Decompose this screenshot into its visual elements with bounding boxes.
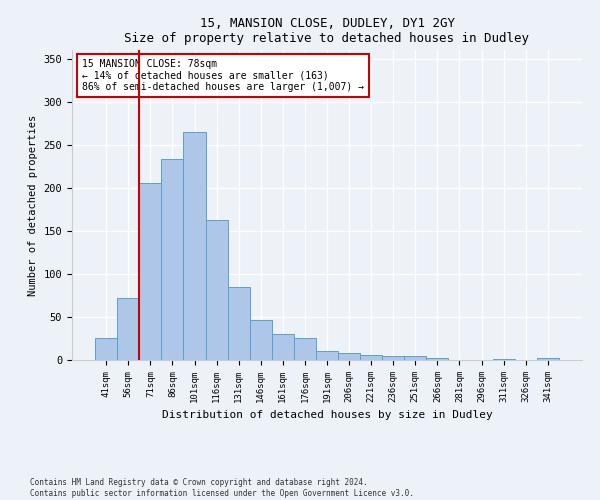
Bar bbox=[117, 298, 139, 360]
Bar bbox=[250, 320, 272, 360]
Bar bbox=[139, 184, 161, 360]
Bar bbox=[272, 334, 294, 360]
Bar bbox=[227, 287, 250, 360]
Bar bbox=[493, 359, 515, 360]
Bar bbox=[95, 338, 117, 360]
X-axis label: Distribution of detached houses by size in Dudley: Distribution of detached houses by size … bbox=[161, 410, 493, 420]
Bar bbox=[316, 350, 338, 360]
Bar bbox=[206, 220, 227, 360]
Bar bbox=[294, 338, 316, 360]
Title: 15, MANSION CLOSE, DUDLEY, DY1 2GY
Size of property relative to detached houses : 15, MANSION CLOSE, DUDLEY, DY1 2GY Size … bbox=[125, 16, 530, 44]
Bar bbox=[338, 353, 360, 360]
Y-axis label: Number of detached properties: Number of detached properties bbox=[28, 114, 38, 296]
Bar bbox=[184, 132, 206, 360]
Bar bbox=[537, 358, 559, 360]
Bar bbox=[404, 356, 427, 360]
Bar bbox=[360, 355, 382, 360]
Bar bbox=[382, 356, 404, 360]
Text: Contains HM Land Registry data © Crown copyright and database right 2024.
Contai: Contains HM Land Registry data © Crown c… bbox=[30, 478, 414, 498]
Bar bbox=[161, 160, 184, 360]
Bar bbox=[427, 358, 448, 360]
Text: 15 MANSION CLOSE: 78sqm
← 14% of detached houses are smaller (163)
86% of semi-d: 15 MANSION CLOSE: 78sqm ← 14% of detache… bbox=[82, 60, 364, 92]
